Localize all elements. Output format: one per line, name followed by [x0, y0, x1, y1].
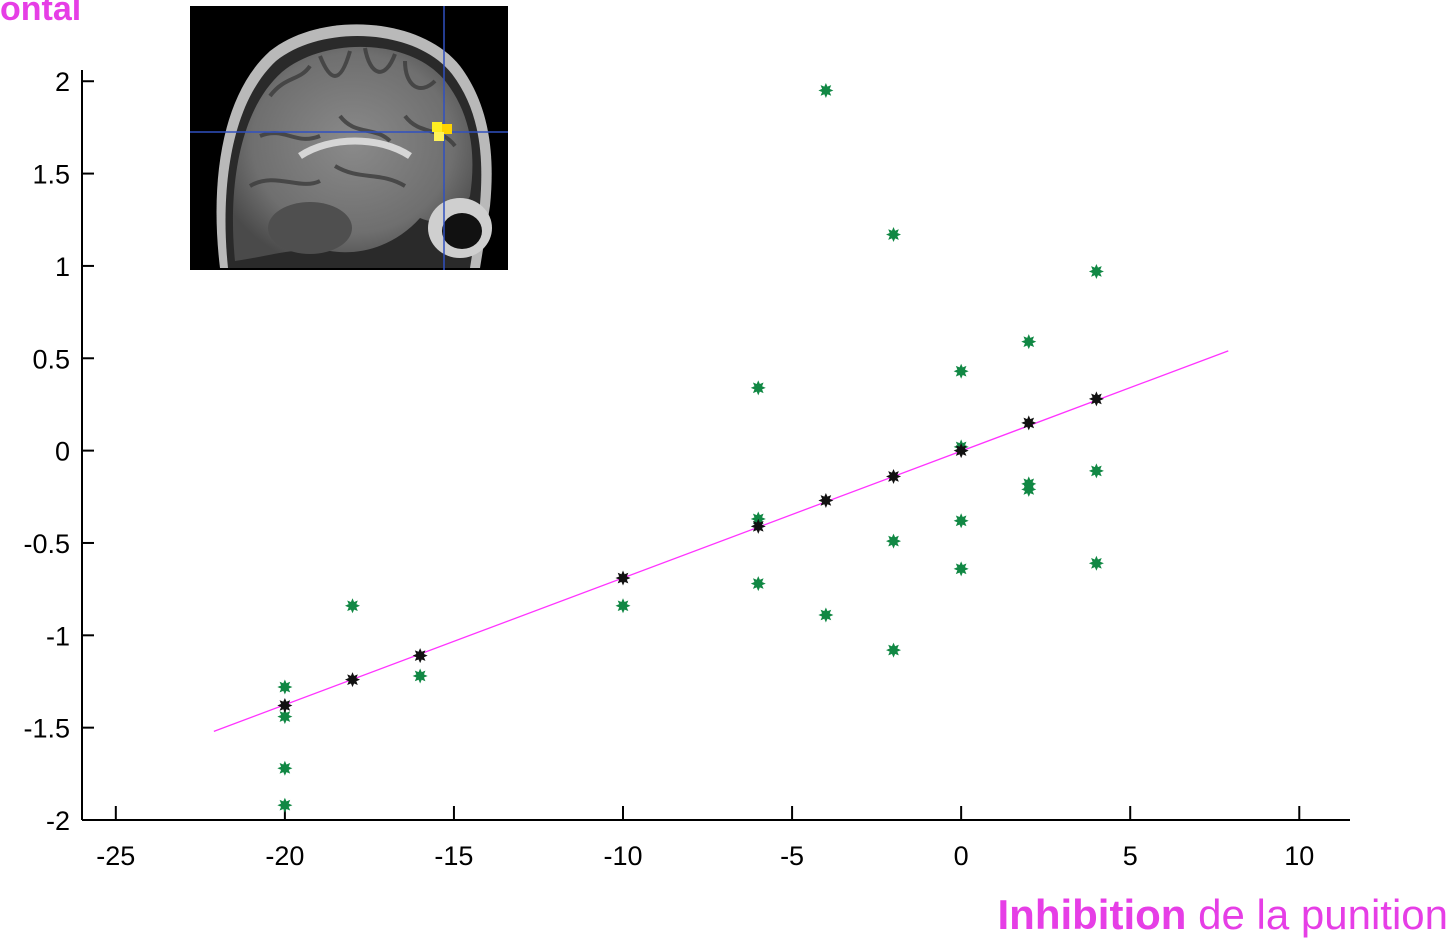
data-point	[277, 697, 293, 713]
x-tick-label: -15	[434, 841, 473, 871]
data-point	[1021, 481, 1037, 497]
black-point-series	[277, 391, 1104, 713]
data-point	[1088, 263, 1104, 279]
data-point	[953, 363, 969, 379]
data-point	[953, 443, 969, 459]
x-tick-label: 5	[1123, 841, 1138, 871]
data-point	[886, 227, 902, 243]
y-tick-label: -1.5	[23, 714, 70, 744]
y-tick-label: 2	[55, 67, 70, 97]
y-tick-label: -1	[46, 621, 70, 651]
data-point	[886, 468, 902, 484]
points	[277, 82, 1104, 813]
x-axis-label-rest: de la punition	[1186, 891, 1448, 938]
x-axis-label: Inhibition de la punition	[997, 891, 1449, 938]
corner-label: ontal	[0, 0, 82, 28]
data-point	[1088, 391, 1104, 407]
green-point-series	[277, 82, 1104, 813]
fit-line-group	[213, 350, 1229, 732]
data-point	[750, 380, 766, 396]
data-point	[818, 492, 834, 508]
data-point	[1021, 334, 1037, 350]
ticks: 2 1.5 1 0.5 0 -0.5 -1 -1.5 -2 -25 -20 -15 -10 -5 0 5 10	[23, 67, 1314, 871]
data-point	[1021, 415, 1037, 431]
x-tick-label: -20	[265, 841, 304, 871]
data-point	[953, 561, 969, 577]
data-point	[345, 672, 361, 688]
x-tick-label: -5	[780, 841, 804, 871]
data-point	[818, 82, 834, 98]
data-point	[345, 598, 361, 614]
data-point	[818, 607, 834, 623]
x-tick-label: -10	[603, 841, 642, 871]
y-tick-label: -2	[46, 806, 70, 836]
y-tick-label: 1.5	[32, 160, 70, 190]
data-point	[1088, 555, 1104, 571]
data-point	[750, 518, 766, 534]
data-point	[615, 570, 631, 586]
x-tick-label: -25	[96, 841, 135, 871]
regression-line	[213, 350, 1229, 732]
data-point	[277, 760, 293, 776]
y-tick-label: 0.5	[32, 344, 70, 374]
data-point	[277, 797, 293, 813]
data-point	[886, 533, 902, 549]
x-tick-label: 10	[1284, 841, 1314, 871]
data-point	[1088, 463, 1104, 479]
data-point	[412, 648, 428, 664]
x-tick-label: 0	[954, 841, 969, 871]
data-point	[615, 598, 631, 614]
y-tick-label: 0	[55, 437, 70, 467]
data-point	[277, 679, 293, 695]
data-point	[277, 709, 293, 725]
data-point	[412, 668, 428, 684]
data-point	[953, 513, 969, 529]
axes	[81, 70, 1350, 821]
x-axis-label-bold: Inhibition	[997, 891, 1187, 938]
brain-mri-sagittal-icon	[190, 6, 508, 270]
y-tick-label: -0.5	[23, 529, 70, 559]
y-tick-label: 1	[55, 252, 70, 282]
brain-mri-inset	[190, 6, 508, 270]
data-point	[750, 576, 766, 592]
data-point	[886, 642, 902, 658]
